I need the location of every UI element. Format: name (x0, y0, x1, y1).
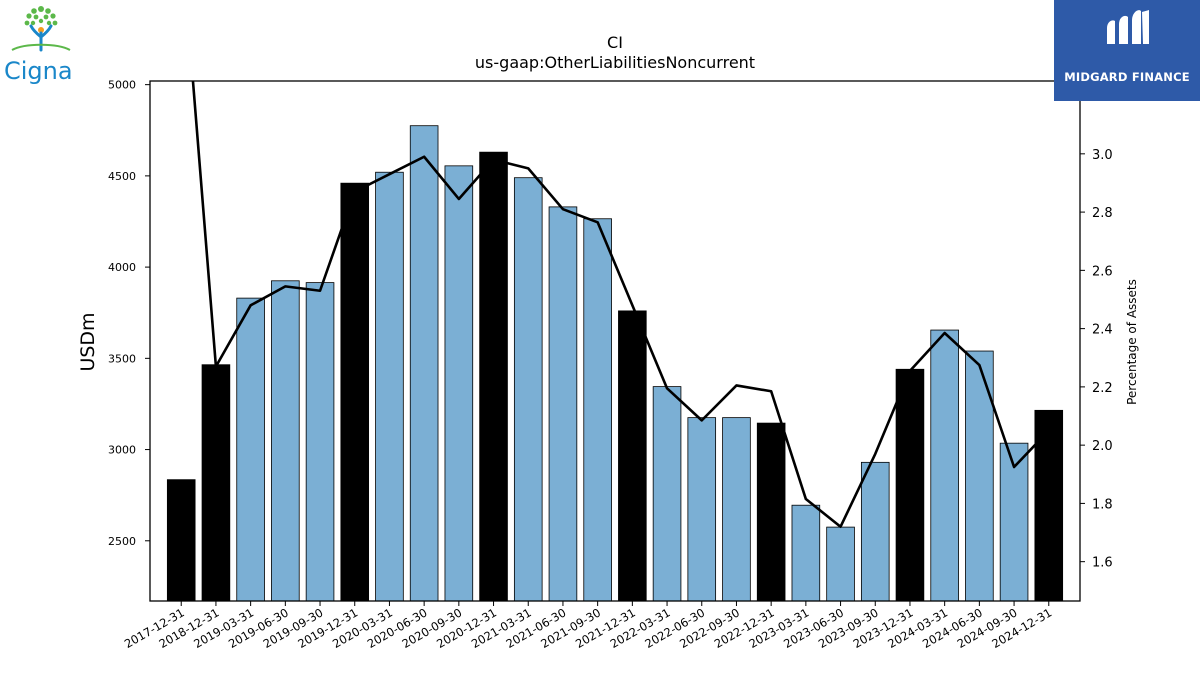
y-axis-label-right: Percentage of Assets (1125, 279, 1139, 405)
y-tick-label-left: 4000 (108, 261, 136, 274)
plot-area (166, 81, 1064, 601)
cigna-logo: Cigna (0, 0, 90, 95)
bar (340, 182, 370, 601)
y-axis-label-left: USDm (77, 312, 99, 372)
bar (965, 350, 994, 601)
y-tick-label-right: 2.0 (1092, 439, 1113, 454)
y-tick-label-right: 2.6 (1092, 264, 1113, 279)
bar (826, 526, 855, 601)
bar (930, 329, 959, 601)
bar (652, 386, 682, 601)
chart-subtitle: us-gaap:OtherLiabilitiesNoncurrent (474, 53, 756, 72)
chart-title: CI (607, 33, 623, 52)
midgard-wordmark: MIDGARD FINANCE (1064, 70, 1190, 84)
y-tick-label-left: 5000 (108, 79, 136, 92)
y-tick-label-right: 2.8 (1092, 206, 1113, 221)
bar (305, 282, 335, 601)
bar (166, 479, 196, 601)
bar (479, 151, 508, 601)
bar (999, 442, 1029, 601)
y-tick-label-left: 2500 (108, 535, 136, 548)
y-tick-label-left: 4500 (108, 170, 136, 183)
bar (409, 125, 439, 601)
y-tick-label-right: 3.0 (1092, 148, 1113, 163)
bar (375, 171, 404, 601)
tree-icon (11, 6, 71, 52)
midgard-finance-logo: MIDGARD FINANCE (1054, 0, 1200, 101)
bar (687, 417, 717, 601)
bar (548, 206, 578, 601)
bar (444, 165, 474, 601)
series-line-percentage (191, 81, 1050, 529)
y-tick-label-left: 3500 (108, 352, 136, 365)
bar (513, 177, 543, 601)
y-tick-label-left: 3000 (108, 444, 136, 457)
bar (618, 310, 647, 601)
bar (791, 504, 821, 601)
bar (236, 297, 265, 601)
bar (860, 461, 890, 601)
bar (895, 368, 925, 601)
y-tick-label-right: 1.8 (1092, 497, 1113, 512)
bar (583, 218, 612, 601)
midgard-mark-icon (1107, 10, 1149, 44)
y-tick-label-right: 1.6 (1092, 556, 1113, 571)
y-tick-label-right: 2.2 (1092, 381, 1113, 396)
bar (722, 417, 751, 601)
cigna-wordmark: Cigna (4, 57, 73, 85)
plot-frame (149, 80, 1081, 602)
y-tick-label-right: 2.4 (1092, 323, 1113, 338)
bar (756, 422, 786, 601)
bar (271, 280, 300, 601)
bar (201, 364, 231, 601)
